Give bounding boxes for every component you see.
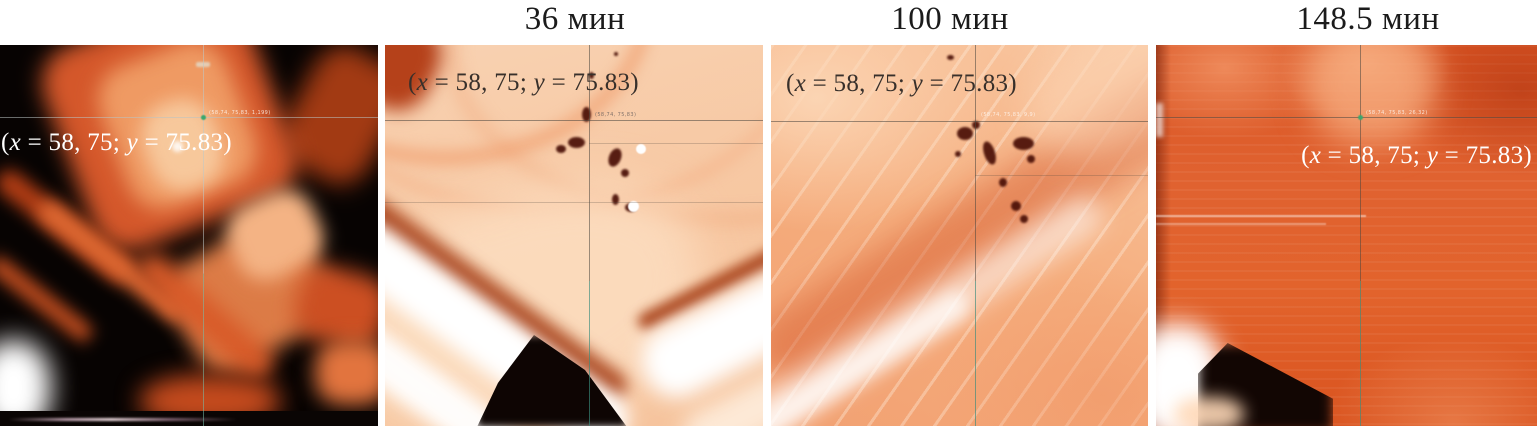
afm-frame-100min: (58,74, 75,83, 9,9) (x = 58, 75; y = 75.… xyxy=(771,45,1148,426)
particle-spot xyxy=(1027,155,1035,163)
particle-spot xyxy=(556,145,566,153)
particle-spot xyxy=(614,52,618,56)
crosshair-horizontal-line xyxy=(771,121,1148,122)
texture-blob xyxy=(1306,45,1436,145)
crosshair-horizontal-line xyxy=(1156,117,1537,118)
crosshair-readout-label: (58,74, 75,83, 26,32) xyxy=(1366,110,1428,116)
crosshair-vertical-line xyxy=(203,45,204,426)
afm-frame-initial: (58,74, 75,83, 1,199) (x = 58, 75; y = 7… xyxy=(0,45,378,426)
crosshair-readout-label: (58,74, 75,83, 9,9) xyxy=(981,112,1036,118)
coordinate-label: (x = 58, 75; y = 75.83) xyxy=(786,70,1017,97)
particle-spot xyxy=(972,121,980,129)
crosshair-readout-label: (58,74, 75,83, 1,199) xyxy=(209,110,271,116)
crosshair-vertical-line xyxy=(975,45,976,426)
afm-frame-36min: (58,74, 75,83) (x = 58, 75; y = 75.83) xyxy=(385,45,763,426)
scanline xyxy=(1156,223,1326,225)
scanline xyxy=(385,202,763,203)
afm-frame-148-5min: (58,74, 75,83, 26,32) (x = 58, 75; y = 7… xyxy=(1156,45,1537,426)
crosshair-horizontal-line xyxy=(0,117,378,118)
particle-bright-dot xyxy=(628,201,639,212)
crosshair-marker xyxy=(201,115,206,120)
coordinate-label: (x = 58, 75; y = 75.83) xyxy=(1301,142,1532,169)
crosshair-readout-label: (58,74, 75,83) xyxy=(595,112,637,118)
coordinate-label: (x = 58, 75; y = 75.83) xyxy=(1,129,232,156)
texture-blob xyxy=(0,253,96,345)
scanline xyxy=(589,143,763,144)
particle-spot xyxy=(568,137,585,148)
crosshair-vertical-line xyxy=(1360,45,1361,426)
particle-spot xyxy=(957,127,973,140)
texture-blob xyxy=(172,141,183,152)
particle-spot xyxy=(612,194,619,205)
particle-spot xyxy=(947,55,954,60)
particle-spot xyxy=(980,139,999,167)
particle-spot xyxy=(1020,215,1028,223)
scanline xyxy=(1156,215,1366,217)
particle-spot xyxy=(1011,201,1021,211)
texture-blob xyxy=(1174,397,1244,426)
time-label-100min: 100 мин xyxy=(891,1,1009,37)
coordinate-label: (x = 58, 75; y = 75.83) xyxy=(408,69,639,96)
particle-spot xyxy=(621,169,629,177)
texture-blob xyxy=(8,418,238,421)
particle-bright-dot xyxy=(636,144,646,154)
particle-spot xyxy=(589,72,594,79)
texture-blob xyxy=(1156,103,1163,137)
particle-spot xyxy=(582,107,591,122)
scanline xyxy=(975,175,1148,176)
particle-spot xyxy=(1013,137,1034,150)
particle-spot xyxy=(999,178,1007,187)
particle-spot xyxy=(955,151,961,157)
texture-blob xyxy=(315,340,378,405)
crosshair-marker xyxy=(1358,115,1363,120)
crosshair-horizontal-line xyxy=(385,120,763,121)
time-label-36min: 36 мин xyxy=(524,1,626,37)
crosshair-vertical-line xyxy=(589,45,590,426)
time-label-148-5min: 148.5 мин xyxy=(1296,1,1440,37)
